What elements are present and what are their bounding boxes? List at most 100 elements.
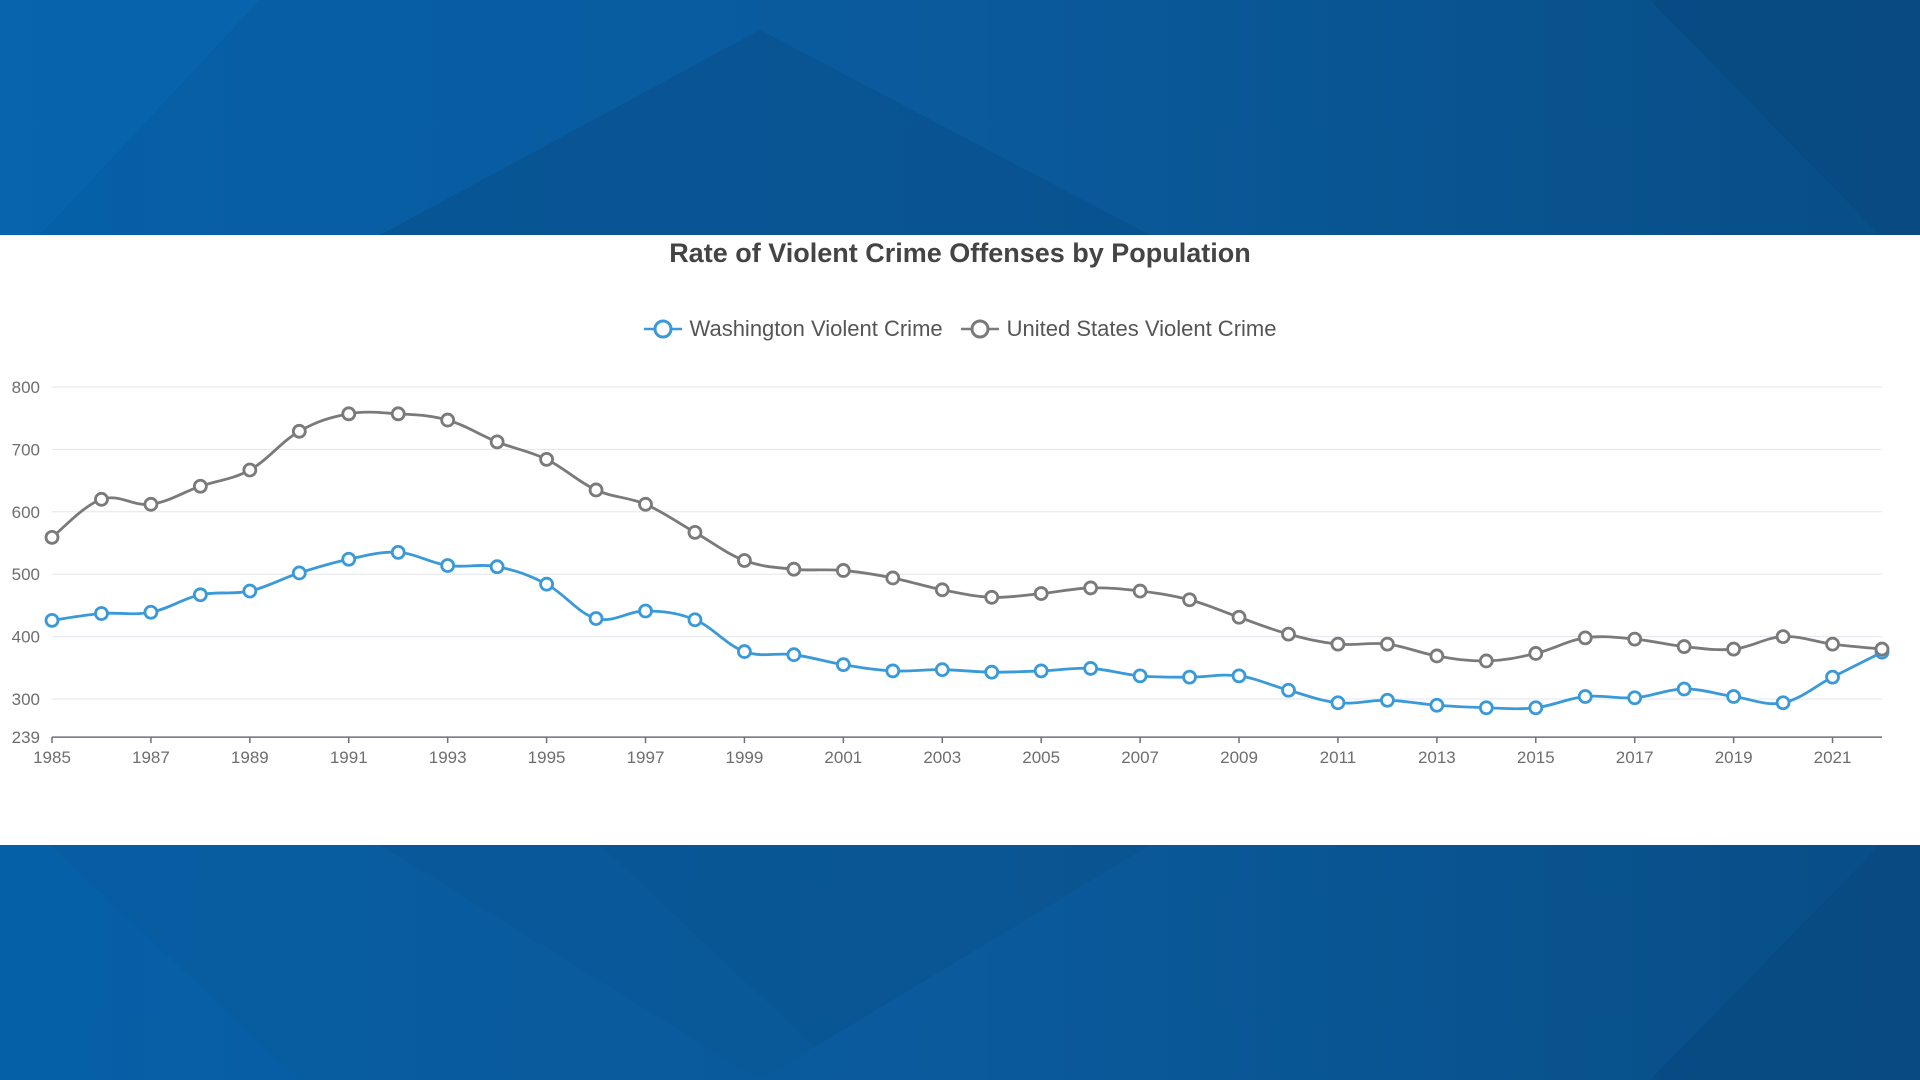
data-point-united-states[interactable] <box>1825 636 1840 652</box>
legend-marker-washington-icon <box>643 319 682 339</box>
data-point-united-states[interactable] <box>44 529 60 545</box>
data-point-washington[interactable] <box>440 558 456 573</box>
x-tick-label: 2001 <box>824 748 862 767</box>
data-point-united-states[interactable] <box>1380 636 1395 652</box>
data-point-united-states[interactable] <box>1429 648 1445 664</box>
data-point-washington[interactable] <box>786 647 802 663</box>
y-tick-label: 239 <box>12 728 40 747</box>
data-point-united-states[interactable] <box>1676 639 1692 654</box>
data-point-washington[interactable] <box>737 644 752 659</box>
data-point-washington[interactable] <box>1380 692 1395 708</box>
x-tick-label: 1999 <box>726 748 764 767</box>
data-point-united-states[interactable] <box>489 434 505 450</box>
data-point-united-states[interactable] <box>1231 609 1247 625</box>
data-point-washington[interactable] <box>539 576 554 592</box>
y-tick-label: 400 <box>12 628 40 647</box>
legend-marker-united-states-icon <box>960 319 999 339</box>
data-point-washington[interactable] <box>1429 697 1445 713</box>
y-tick-label: 700 <box>12 440 40 459</box>
data-point-washington[interactable] <box>1033 663 1049 679</box>
data-point-washington[interactable] <box>94 606 109 621</box>
series-line-washington <box>51 550 1883 711</box>
data-point-washington[interactable] <box>1330 695 1346 711</box>
data-point-washington[interactable] <box>341 551 357 567</box>
data-point-washington[interactable] <box>1775 695 1791 711</box>
x-tick-label: 1989 <box>231 748 269 767</box>
data-point-united-states[interactable] <box>1577 630 1593 646</box>
data-point-united-states[interactable] <box>1874 641 1890 657</box>
data-point-united-states[interactable] <box>638 496 653 512</box>
y-tick-label: 300 <box>12 690 40 709</box>
data-point-united-states[interactable] <box>1281 626 1296 642</box>
x-tick-label: 1993 <box>429 748 467 767</box>
data-point-united-states[interactable] <box>143 496 159 512</box>
data-point-united-states[interactable] <box>291 423 307 439</box>
data-point-washington[interactable] <box>1528 700 1544 716</box>
data-point-washington[interactable] <box>984 664 1000 680</box>
data-point-united-states[interactable] <box>1627 631 1643 647</box>
data-point-washington[interactable] <box>1231 668 1247 684</box>
data-point-united-states[interactable] <box>588 482 604 498</box>
data-point-washington[interactable] <box>390 544 406 560</box>
x-tick-label: 1995 <box>528 748 566 767</box>
data-point-washington[interactable] <box>489 559 505 575</box>
data-point-united-states[interactable] <box>94 491 109 507</box>
data-point-united-states[interactable] <box>934 582 950 598</box>
data-point-washington[interactable] <box>1726 689 1742 704</box>
x-tick-label: 2009 <box>1220 748 1258 767</box>
x-tick-label: 1985 <box>33 748 71 767</box>
data-point-united-states[interactable] <box>1182 592 1197 608</box>
data-point-washington[interactable] <box>588 611 604 626</box>
data-point-washington[interactable] <box>885 663 901 679</box>
data-point-washington[interactable] <box>242 583 258 599</box>
data-point-united-states[interactable] <box>984 589 1000 605</box>
data-point-washington[interactable] <box>143 604 159 620</box>
data-point-united-states[interactable] <box>539 451 554 467</box>
data-point-washington[interactable] <box>1083 661 1099 676</box>
data-point-united-states[interactable] <box>1330 636 1346 652</box>
data-point-united-states[interactable] <box>687 524 703 540</box>
data-point-united-states[interactable] <box>1528 646 1544 661</box>
data-point-washington[interactable] <box>291 565 307 581</box>
data-point-united-states[interactable] <box>1033 586 1049 601</box>
x-tick-label: 1997 <box>627 748 665 767</box>
data-point-washington[interactable] <box>835 657 851 673</box>
data-point-united-states[interactable] <box>786 561 802 577</box>
data-point-washington[interactable] <box>1577 689 1593 704</box>
data-point-washington[interactable] <box>1825 669 1840 685</box>
legend-item-washington[interactable]: Washington Violent Crime <box>643 316 943 342</box>
data-point-united-states[interactable] <box>1726 641 1742 657</box>
data-point-united-states[interactable] <box>1775 629 1791 644</box>
data-point-united-states[interactable] <box>737 553 752 568</box>
data-point-washington[interactable] <box>638 603 653 619</box>
data-point-washington[interactable] <box>1281 682 1296 698</box>
chart-panel <box>0 235 1920 845</box>
legend-label-washington: Washington Violent Crime <box>689 316 943 341</box>
x-tick-label: 2011 <box>1320 748 1357 767</box>
data-point-united-states[interactable] <box>835 563 851 578</box>
data-point-washington[interactable] <box>192 587 208 603</box>
legend-item-united-states[interactable]: United States Violent Crime <box>960 316 1276 342</box>
data-point-washington[interactable] <box>1627 690 1643 706</box>
data-point-united-states[interactable] <box>192 478 208 494</box>
data-point-united-states[interactable] <box>1478 653 1494 669</box>
data-point-washington[interactable] <box>1132 668 1148 684</box>
data-point-united-states[interactable] <box>1083 580 1099 596</box>
data-point-united-states[interactable] <box>1132 583 1148 599</box>
data-point-united-states[interactable] <box>242 462 258 478</box>
data-point-washington[interactable] <box>1676 681 1692 697</box>
x-tick-label: 2019 <box>1715 748 1753 767</box>
data-point-united-states[interactable] <box>390 406 406 422</box>
data-point-washington[interactable] <box>934 662 950 678</box>
data-point-united-states[interactable] <box>440 412 456 428</box>
data-point-washington[interactable] <box>1478 700 1494 716</box>
data-point-washington[interactable] <box>44 612 60 628</box>
data-point-washington[interactable] <box>1182 669 1197 685</box>
data-point-united-states[interactable] <box>341 406 357 422</box>
data-point-united-states[interactable] <box>885 570 901 586</box>
y-tick-label: 800 <box>12 378 40 397</box>
legend: Washington Violent Crime United States V… <box>0 316 1920 342</box>
data-point-washington[interactable] <box>687 612 703 628</box>
x-tick-label: 1987 <box>132 748 170 767</box>
